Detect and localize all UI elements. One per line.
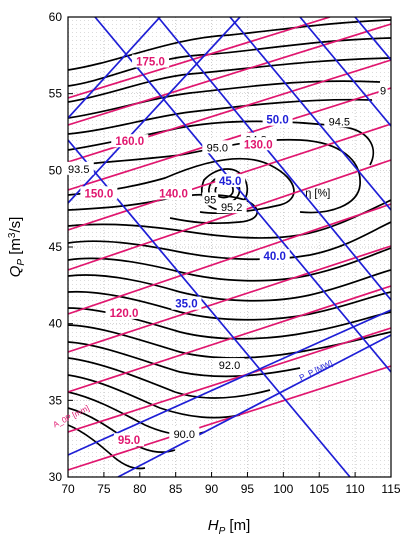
power-line: [68, 17, 241, 204]
opening-label: 160.0: [115, 136, 144, 148]
x-axis-title: HP [m]: [208, 517, 251, 537]
x-tick-label: 115: [381, 482, 400, 496]
power-line: [68, 309, 391, 456]
power-label: 35.0: [175, 299, 197, 311]
opening-label-bg: [111, 134, 149, 148]
opening-label: 175.0: [136, 56, 165, 68]
opening-label: 140.0: [159, 188, 188, 200]
power-line: [117, 334, 391, 477]
x-tick-label: 105: [309, 482, 329, 496]
power-label-bg: [259, 249, 290, 263]
opening-label-bg: [239, 137, 277, 151]
opening-label-bg: [105, 305, 143, 319]
efficiency-label-bg: [214, 358, 245, 372]
efficiency-label: 90.0: [174, 429, 195, 441]
efficiency-label-bg: [202, 140, 233, 154]
power-line: [229, 17, 391, 211]
efficiency-contour-line: [68, 247, 391, 282]
x-tick-label: 110: [346, 482, 365, 496]
opening-line: [68, 23, 391, 126]
efficiency-contour-line: [68, 193, 258, 225]
efficiency-label: 9: [380, 86, 386, 98]
efficiency-label: 95: [204, 194, 216, 206]
power-label: 45.0: [219, 176, 241, 188]
efficiency-contour-line: [68, 199, 391, 239]
opening-line: [68, 245, 391, 353]
efficiency-unit-label: η [%]: [305, 187, 330, 199]
y-tick-label: 60: [49, 10, 63, 24]
x-tick-label: 85: [169, 482, 183, 496]
opening-label-bg: [114, 433, 145, 447]
opening-label: 150.0: [84, 188, 113, 200]
efficiency-label-bg: [63, 161, 94, 175]
efficiency-label-bg: [378, 83, 388, 97]
efficiency-label-bg: [202, 192, 219, 206]
opening-line: [68, 203, 391, 315]
opening-label-bg: [80, 186, 118, 200]
x-tick-label: 95: [241, 482, 255, 496]
opening-label: 95.0: [118, 435, 140, 447]
efficiency-contour-line: [68, 37, 391, 87]
y-tick-label: 45: [49, 240, 63, 254]
x-tick-label: 90: [205, 482, 219, 496]
power-label: 40.0: [264, 251, 286, 263]
opening-label: 130.0: [244, 139, 273, 151]
opening-label-bg: [132, 54, 170, 68]
efficiency-label: 92.0: [219, 360, 240, 372]
efficiency-label-bg: [324, 114, 355, 128]
opening-line: [68, 159, 391, 271]
efficiency-label: 93.5: [68, 164, 89, 176]
opening-line: [68, 17, 331, 99]
y-tick-label: 35: [49, 393, 63, 407]
efficiency-contour-line: [68, 221, 391, 261]
power-line: [354, 17, 391, 61]
efficiency-contour-line: [68, 19, 391, 71]
efficiency-contour-line: [68, 157, 295, 214]
opening-line: [68, 365, 391, 471]
efficiency-contour-line: [68, 269, 391, 302]
power-label-bg: [262, 112, 293, 126]
efficiency-label: 94.5: [329, 116, 350, 128]
efficiency-label-bg: [169, 427, 200, 441]
efficiency-label: 95.2: [221, 202, 242, 214]
efficiency-label: 95.0: [207, 142, 228, 154]
opening-label: 120.0: [110, 308, 139, 320]
efficiency-contour-line: [68, 80, 381, 119]
x-tick-label: 75: [97, 482, 111, 496]
power-label: 50.0: [266, 115, 288, 127]
power-line: [299, 17, 391, 127]
y-tick-label: 55: [49, 87, 63, 101]
efficiency-contour-line: [68, 98, 373, 135]
y-axis-title: QP [m3/s]: [7, 217, 27, 278]
opening-line: [68, 285, 391, 393]
power-line: [94, 17, 391, 373]
power-line: [68, 17, 161, 119]
y-tick-label: 40: [49, 317, 63, 331]
y-tick-label: 50: [49, 163, 63, 177]
x-tick-label: 100: [273, 482, 293, 496]
efficiency-contour-line: [68, 57, 391, 103]
opening-label-bg: [155, 186, 193, 200]
efficiency-contour-line: [68, 341, 301, 378]
efficiency-contour-line: [68, 138, 361, 214]
opening-line: [68, 87, 391, 191]
axis-ticks: 70 75 80 85 90 95 100 105 110 115 30 35 40 45 50 55 60: [49, 10, 401, 496]
x-tick-label: 70: [61, 482, 75, 496]
power-label-bg: [171, 296, 202, 310]
opening-line: [68, 327, 391, 433]
power-label-bg: [215, 174, 246, 188]
x-tick-label: 80: [133, 482, 147, 496]
efficiency-contour-line: [68, 357, 271, 399]
efficiency-label-bg: [216, 200, 247, 214]
y-tick-label: 30: [49, 470, 63, 484]
